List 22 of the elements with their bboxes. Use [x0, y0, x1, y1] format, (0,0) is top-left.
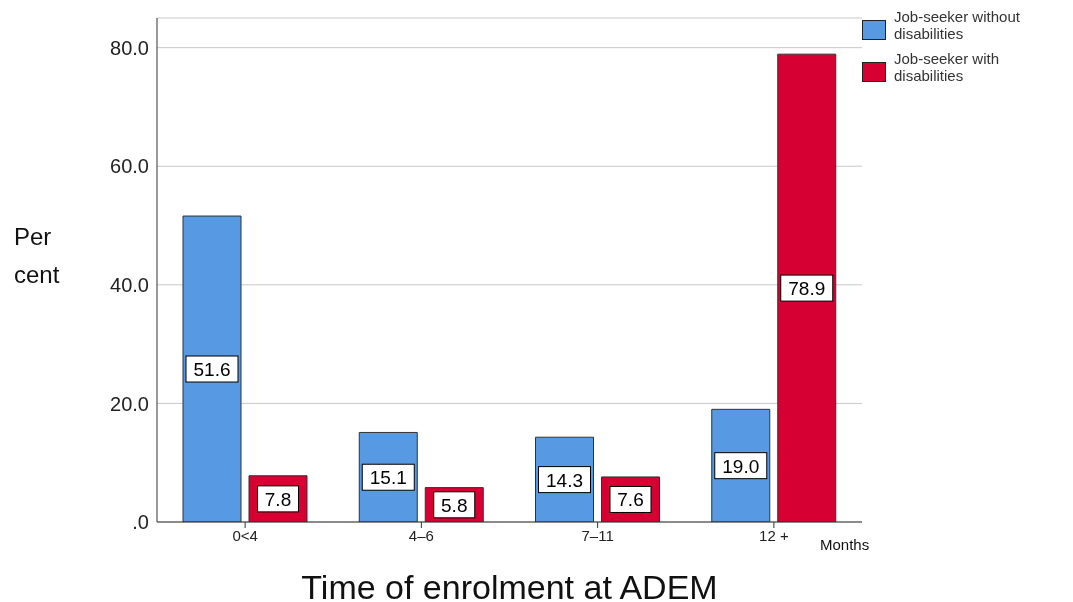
data-label: 7.8 [264, 488, 292, 510]
data-label: 19.0 [722, 455, 760, 477]
data-label: 7.6 [617, 489, 644, 511]
x-axis-title: Time of enrolment at ADEM [300, 568, 719, 602]
y-tick-label: 60.0 [110, 155, 149, 178]
y-tick-label: 80.0 [110, 36, 149, 59]
x-tick-label: 4–6 [408, 526, 434, 544]
x-tick-label: 12 + [759, 526, 789, 544]
legend-label: Job-seeker without disabilities [894, 8, 1021, 42]
y-tick-label: 20.0 [110, 392, 149, 415]
data-label: 15.1 [369, 467, 407, 489]
data-label: 51.6 [193, 359, 231, 381]
y-tick-label: 40.0 [110, 273, 149, 296]
y-tick-label: .0 [132, 511, 149, 534]
x-tick-label: 7–11 [581, 526, 614, 544]
data-label: 78.9 [788, 278, 826, 300]
x-tick-label: 0<4 [232, 526, 258, 544]
y-axis-title: Per cent [14, 222, 61, 291]
legend-label: Job-seeker with disabilities [894, 50, 1001, 84]
data-label: 14.3 [546, 469, 583, 491]
text: Months [820, 536, 870, 553]
data-label: 5.8 [441, 494, 468, 516]
